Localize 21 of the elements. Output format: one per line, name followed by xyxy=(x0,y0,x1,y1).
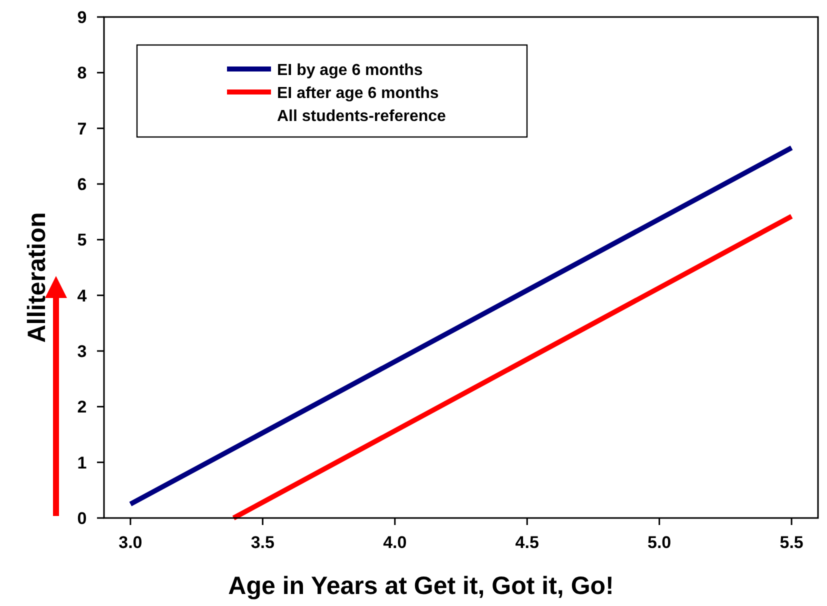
y-tick-label: 6 xyxy=(77,175,87,194)
y-tick-label: 9 xyxy=(77,8,87,27)
y-tick-label: 8 xyxy=(77,64,87,83)
x-tick-label: 4.5 xyxy=(515,533,539,552)
y-tick-label: 4 xyxy=(77,286,88,306)
legend-label: EI after age 6 months xyxy=(277,85,439,102)
y-axis-title: Alliteration xyxy=(23,212,51,343)
x-tick-label: 3.5 xyxy=(250,533,274,552)
x-axis-title: Age in Years at Get it, Got it, Go! xyxy=(228,572,614,600)
annotation: All students-reference xyxy=(277,108,446,125)
legend-label: EI by age 6 months xyxy=(277,62,423,79)
y-tick-label: 2 xyxy=(77,398,87,417)
y-tick-label: 5 xyxy=(77,230,87,250)
y-tick-label: 7 xyxy=(77,119,87,138)
y-tick-label: 3 xyxy=(77,342,87,361)
y-tick-label: 0 xyxy=(77,509,87,528)
x-tick-label: 5.0 xyxy=(648,533,672,552)
x-tick-label: 5.5 xyxy=(780,533,804,552)
x-tick-label: 3.0 xyxy=(118,533,142,552)
x-tick-label: 4.0 xyxy=(383,533,407,552)
y-tick-label: 1 xyxy=(77,453,87,472)
